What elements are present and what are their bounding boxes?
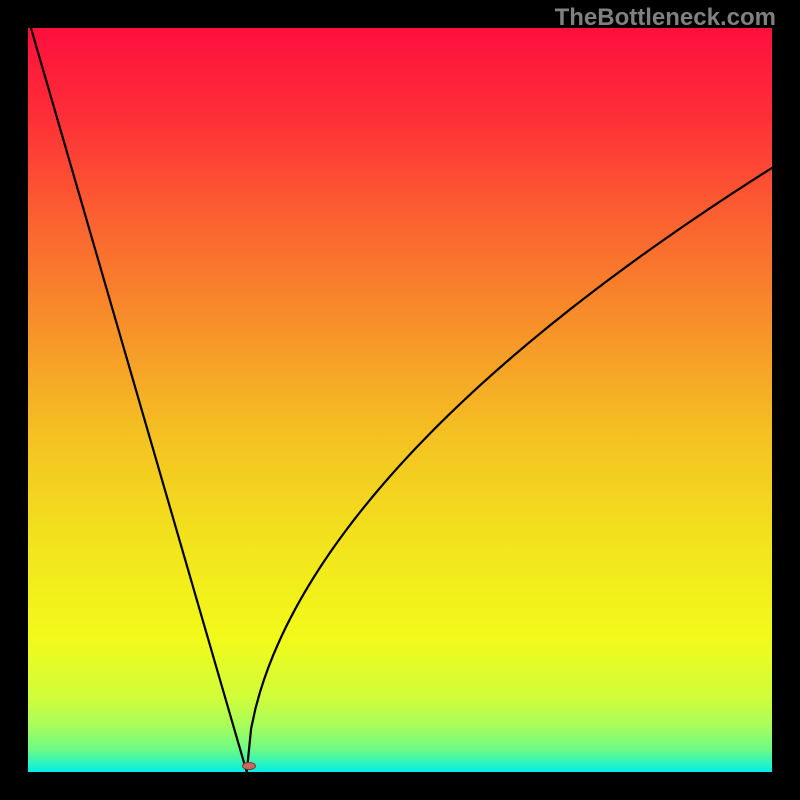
bottleneck-marker (242, 762, 256, 770)
watermark-text: TheBottleneck.com (555, 4, 776, 32)
plot-area (28, 28, 772, 772)
chart-root: TheBottleneck.com (0, 0, 800, 800)
bottleneck-curve-svg (28, 28, 772, 772)
